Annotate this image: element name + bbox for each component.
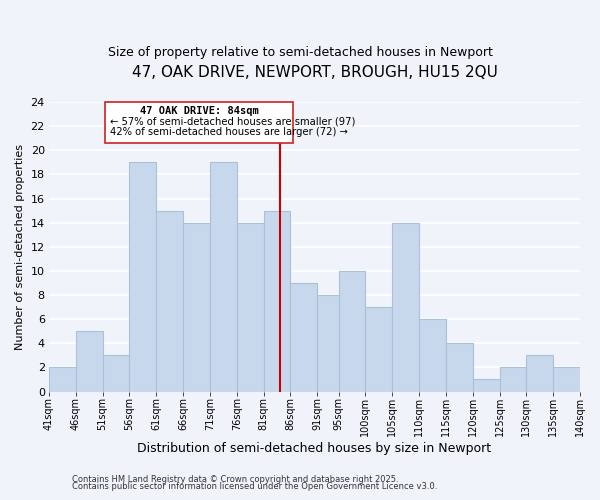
Bar — [317, 295, 338, 392]
Bar — [237, 222, 263, 392]
Bar — [473, 380, 500, 392]
Bar — [553, 368, 580, 392]
Bar — [210, 162, 237, 392]
Bar — [263, 210, 290, 392]
Text: Contains public sector information licensed under the Open Government Licence v3: Contains public sector information licen… — [72, 482, 437, 491]
Bar — [130, 162, 156, 392]
Text: 42% of semi-detached houses are larger (72) →: 42% of semi-detached houses are larger (… — [110, 128, 347, 138]
Title: 47, OAK DRIVE, NEWPORT, BROUGH, HU15 2QU: 47, OAK DRIVE, NEWPORT, BROUGH, HU15 2QU — [131, 65, 497, 80]
X-axis label: Distribution of semi-detached houses by size in Newport: Distribution of semi-detached houses by … — [137, 442, 491, 455]
Bar — [49, 368, 76, 392]
Text: Contains HM Land Registry data © Crown copyright and database right 2025.: Contains HM Land Registry data © Crown c… — [72, 475, 398, 484]
Text: Size of property relative to semi-detached houses in Newport: Size of property relative to semi-detach… — [107, 46, 493, 59]
Bar — [365, 307, 392, 392]
Bar — [156, 210, 183, 392]
Bar — [446, 344, 473, 392]
Bar — [526, 356, 553, 392]
Text: 47 OAK DRIVE: 84sqm: 47 OAK DRIVE: 84sqm — [140, 106, 259, 116]
Bar — [103, 356, 130, 392]
Bar — [392, 222, 419, 392]
Bar — [76, 331, 103, 392]
Y-axis label: Number of semi-detached properties: Number of semi-detached properties — [15, 144, 25, 350]
Bar — [338, 271, 365, 392]
FancyBboxPatch shape — [105, 102, 293, 143]
Bar — [500, 368, 526, 392]
Bar — [290, 283, 317, 392]
Bar — [419, 319, 446, 392]
Text: ← 57% of semi-detached houses are smaller (97): ← 57% of semi-detached houses are smalle… — [110, 116, 355, 126]
Bar — [183, 222, 210, 392]
